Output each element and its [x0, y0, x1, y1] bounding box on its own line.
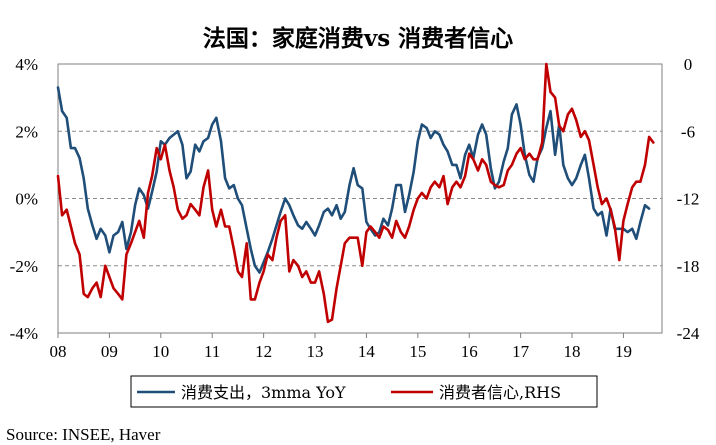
- chart-title: 法国：家庭消费vs 消费者信心: [203, 25, 513, 52]
- x-tick-label: 14: [358, 342, 376, 361]
- y-right-tick-label: -12: [677, 190, 700, 209]
- y-left-tick-label: 4%: [15, 55, 38, 74]
- legend-label: 消费者信心,RHS: [439, 383, 561, 402]
- x-tick-label: 15: [409, 342, 426, 361]
- legend: 消费支出，3mma YoY 消费者信心,RHS: [130, 375, 598, 408]
- y-right-tick-label: -24: [677, 324, 700, 343]
- y-right-tick-label: -18: [677, 257, 700, 276]
- y-left-tick-label: -4%: [10, 324, 38, 343]
- plot-frame: [57, 63, 663, 334]
- axes: 4% 2% 0% -2% -4% 0 -6 -12 -18 -24 08 09 10 11 12 13 14 15…: [10, 55, 700, 361]
- y-left-tick-label: 2%: [15, 122, 38, 141]
- x-tick-label: 18: [564, 342, 581, 361]
- y-left-tick-label: -2%: [10, 257, 38, 276]
- series-line-consumption-spending: [56, 86, 651, 274]
- x-tick-label: 11: [204, 342, 220, 361]
- x-tick-label: 09: [101, 342, 118, 361]
- series-lines: [56, 62, 655, 324]
- x-tick-label: 08: [50, 342, 67, 361]
- y-right-tick-label: -6: [681, 122, 695, 141]
- series-line-consumer-confidence: [56, 62, 655, 324]
- legend-label: 消费支出，3mma YoY: [181, 383, 346, 402]
- x-tick-label: 16: [461, 342, 478, 361]
- x-tick-label: 10: [152, 342, 169, 361]
- x-tick-label: 12: [255, 342, 272, 361]
- y-right-tick-label: 0: [684, 55, 693, 74]
- x-tick-label: 19: [615, 342, 632, 361]
- legend-box: [130, 375, 598, 408]
- x-tick-label: 17: [512, 342, 530, 361]
- y-left-tick-label: 0%: [15, 190, 38, 209]
- x-tick-label: 13: [307, 342, 324, 361]
- source-note: Source: INSEE, Haver: [6, 425, 161, 444]
